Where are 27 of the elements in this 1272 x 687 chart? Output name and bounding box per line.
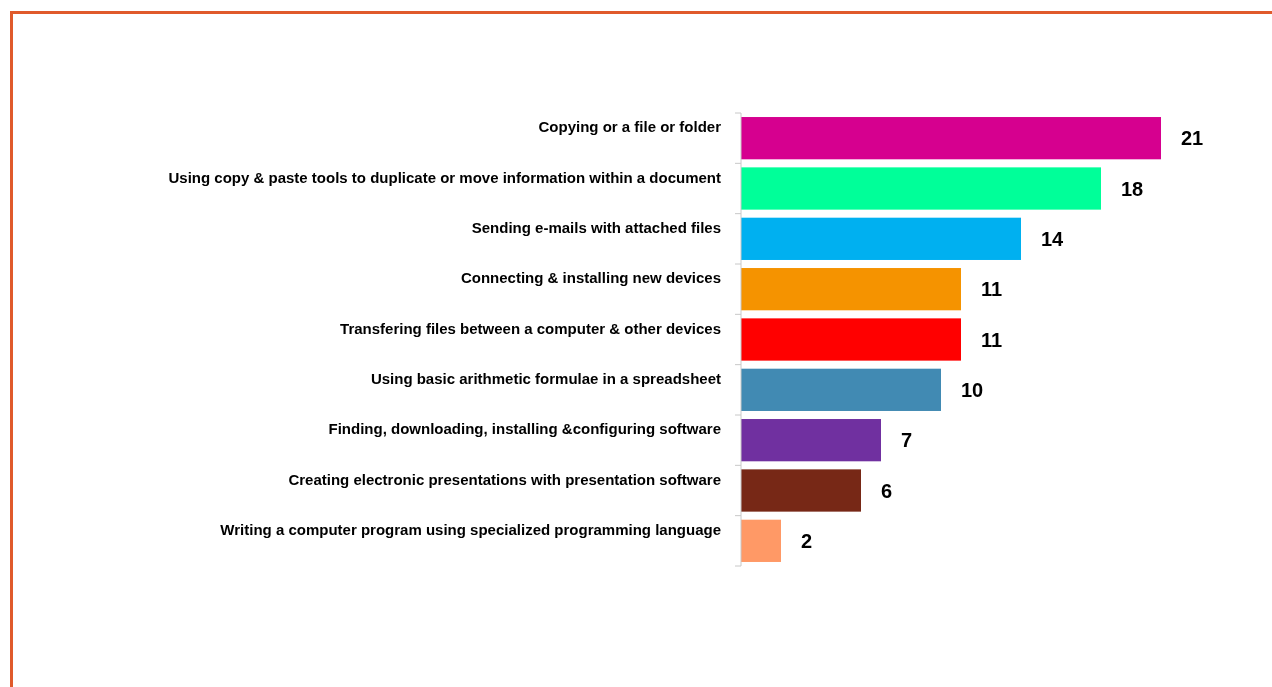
y-tick-label: Finding, downloading, installing &configuring software — [328, 420, 721, 438]
bar — [741, 419, 881, 462]
bar — [741, 469, 861, 512]
bar — [741, 167, 1101, 210]
y-tick-label: Writing a computer program using specialized programming language — [220, 520, 721, 538]
data-label: 10 — [961, 378, 984, 401]
bar — [741, 519, 781, 562]
bar — [741, 117, 1161, 160]
data-label: 6 — [881, 479, 893, 502]
bar — [741, 217, 1021, 260]
bar — [741, 268, 961, 311]
data-label: 7 — [901, 429, 913, 452]
y-tick-label: Copying or a file or folder — [538, 118, 722, 136]
data-label: 11 — [981, 328, 1003, 351]
y-tick-label: Creating electronic presentations with presentation software — [288, 470, 721, 488]
data-label: 11 — [981, 278, 1003, 301]
data-label: 14 — [1041, 227, 1065, 250]
data-label: 18 — [1121, 177, 1144, 200]
y-tick-label: Using basic arithmetic formulae in a spreadsheet — [370, 369, 721, 387]
y-tick-label: Using copy & paste tools to duplicate or move information within a document — [168, 168, 721, 186]
data-label: 21 — [1181, 127, 1204, 150]
y-tick-label: Sending e-mails with attached files — [471, 218, 721, 236]
y-tick-label: Connecting & installing new devices — [460, 269, 721, 287]
data-label: 2 — [801, 529, 813, 552]
bar — [741, 368, 941, 411]
y-tick-label: Transfering files between a computer & other devices — [340, 319, 721, 337]
bar — [741, 318, 961, 361]
